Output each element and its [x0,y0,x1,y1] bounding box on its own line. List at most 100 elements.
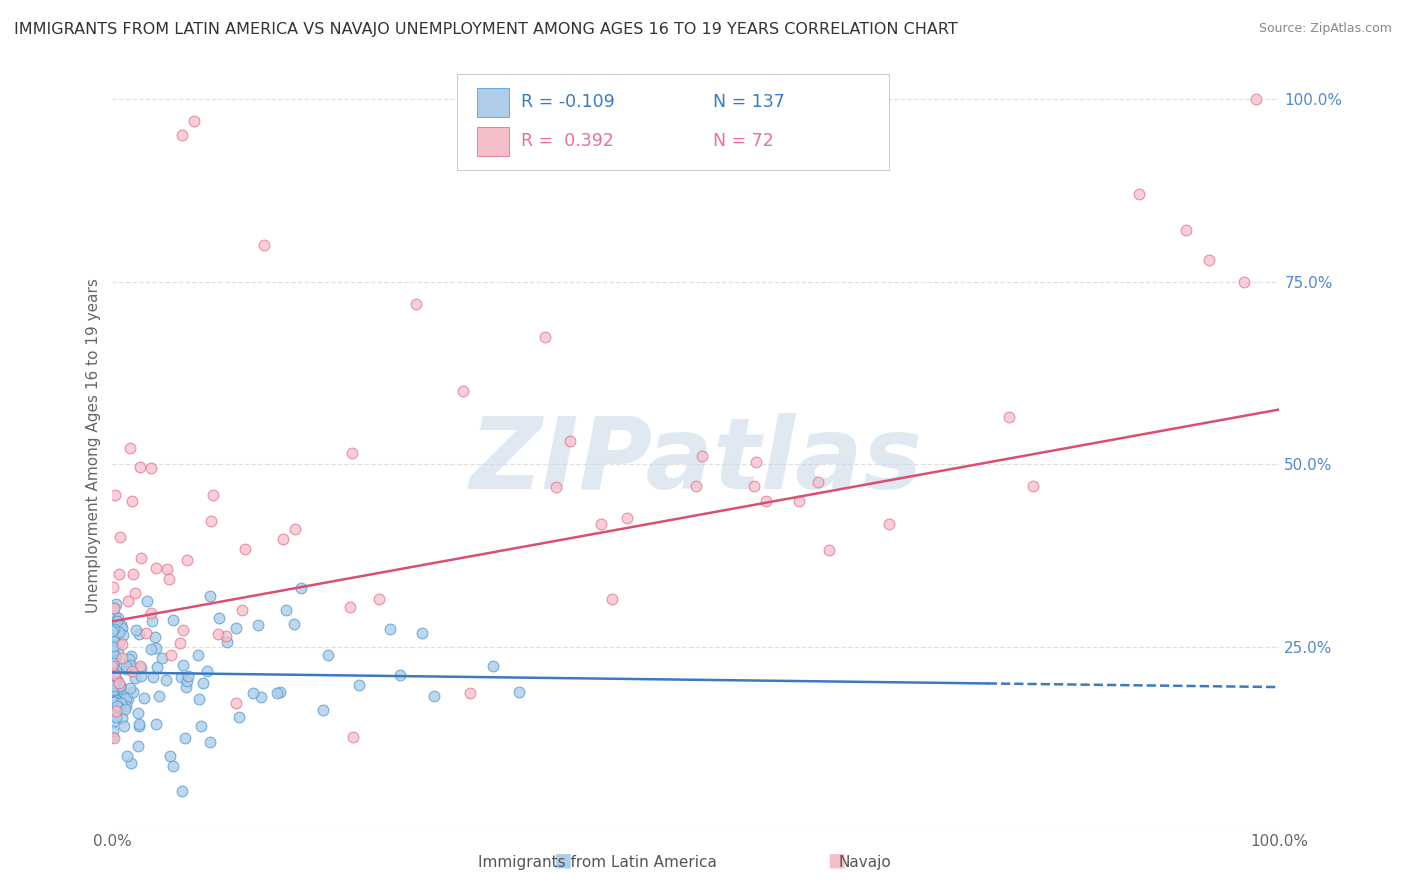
Point [136,594,159,608]
Point [249,690,271,704]
Point [283,617,305,632]
Point [342,731,364,745]
Point [120,648,142,663]
Point [215,629,238,643]
Point [141,615,163,629]
Point [104,664,127,678]
Point [411,625,433,640]
Point [101,632,124,647]
Point [273,532,295,546]
Point [128,719,150,733]
Point [107,645,129,659]
Point [110,679,132,693]
Point [110,618,132,632]
Point [269,684,291,698]
Point [127,706,149,720]
Point [120,756,142,771]
Point [195,665,218,679]
Point [172,658,194,673]
Point [124,660,146,674]
Point [368,592,391,607]
Point [187,691,209,706]
Point [482,659,505,673]
Point [129,661,152,675]
Point [101,633,124,648]
Point [231,603,253,617]
Point [339,600,361,615]
Point [145,716,167,731]
Point [807,475,830,489]
Text: N = 137: N = 137 [713,94,785,112]
Point [117,692,139,706]
Point [755,493,778,508]
Point [114,659,136,673]
Point [107,566,129,581]
Point [458,686,481,700]
Point [101,724,124,739]
Point [1244,92,1267,106]
Point [159,648,181,662]
Point [101,580,124,594]
Point [560,434,582,448]
Text: Immigrants from Latin America: Immigrants from Latin America [478,855,717,870]
Point [114,702,136,716]
Point [101,679,124,693]
Point [998,409,1021,424]
Point [104,654,127,668]
Point [616,511,638,525]
Point [101,675,124,690]
Point [101,659,124,673]
Point [105,699,128,714]
Point [111,621,134,635]
Point [225,696,247,710]
Point [127,739,149,754]
Text: ■: ■ [827,851,846,870]
Point [215,635,238,649]
Point [101,659,124,673]
Point [162,759,184,773]
Point [101,648,124,663]
Point [120,441,142,455]
Point [290,582,312,596]
Point [600,591,623,606]
Point [690,449,713,463]
Point [108,530,131,544]
Point [101,675,124,690]
Point [139,641,162,656]
Point [177,669,200,683]
Point [117,748,139,763]
Point [200,734,222,748]
Point [121,493,143,508]
Point [170,783,193,797]
Point [155,673,177,688]
Point [318,648,340,662]
Point [101,730,124,744]
Point [101,646,124,660]
Point [105,597,128,611]
Point [156,561,179,575]
Point [118,657,141,672]
Text: N = 72: N = 72 [713,132,775,150]
Point [744,479,766,493]
Point [200,515,222,529]
Point [101,681,124,696]
Point [110,651,132,665]
Point [101,624,124,638]
Point [101,656,124,670]
Point [114,662,136,676]
Point [745,455,768,469]
Point [101,658,124,673]
FancyBboxPatch shape [457,74,889,169]
Point [131,669,153,683]
Point [208,611,231,625]
Bar [477,127,509,156]
Point [877,517,900,532]
Point [124,671,146,685]
Point [101,640,124,654]
Point [170,670,193,684]
Point [112,685,135,699]
Point [118,681,141,696]
Point [129,659,152,673]
Point [150,651,173,665]
Point [103,695,125,709]
